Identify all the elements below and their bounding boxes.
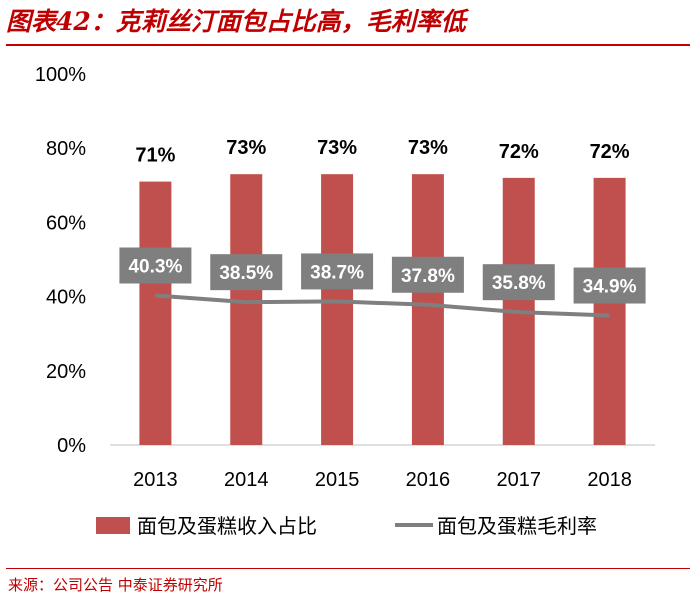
line-label-box: [573, 267, 646, 304]
y-tick-label: 40%: [46, 287, 86, 309]
line-label-box: [301, 253, 374, 290]
y-tick-label: 60%: [46, 212, 86, 234]
legend-bar-swatch: [96, 517, 130, 534]
line-value-label: 34.9%: [583, 277, 637, 298]
line-value-label: 37.8%: [401, 266, 455, 287]
legend: 面包及蛋糕收入占比 面包及蛋糕毛利率: [96, 514, 597, 538]
line-value-label: 35.8%: [492, 273, 546, 294]
bar-value-label: 72%: [499, 141, 539, 163]
line-labels: 40.3% 38.5% 38.7% 37.8% 35.8% 34.9%: [119, 247, 646, 304]
line-value-label: 40.3%: [128, 256, 182, 277]
x-tick-label: 2017: [497, 469, 542, 491]
bar-value-label: 73%: [408, 137, 448, 159]
y-tick-label: 100%: [35, 64, 86, 86]
bar-value-label: 73%: [226, 137, 266, 159]
margin-line: [155, 293, 610, 318]
bar-2015: [321, 174, 354, 446]
line-series: [155, 293, 610, 318]
chart-title: 图表42：克莉丝汀面包占比高，毛利率低: [6, 7, 466, 36]
bar-2014: [230, 174, 263, 446]
bar-2018: [593, 177, 626, 445]
x-tick-label: 2015: [315, 469, 360, 491]
line-value-label: 38.5%: [219, 263, 273, 284]
x-tick-label: 2013: [133, 469, 178, 491]
line-label-box: [210, 254, 283, 291]
line-label-box: [391, 256, 464, 293]
x-tick-label: 2014: [224, 469, 269, 491]
footer-rule: [6, 568, 690, 569]
x-tick-label: 2018: [587, 469, 632, 491]
legend-line-label: 面包及蛋糕毛利率: [437, 514, 597, 538]
bar-value-label: 73%: [317, 137, 357, 159]
bar-value-label: 71%: [135, 145, 175, 167]
y-tick-label: 80%: [46, 138, 86, 160]
y-tick-label: 20%: [46, 361, 86, 383]
legend-bar-label: 面包及蛋糕收入占比: [137, 514, 317, 538]
title-rule: [6, 44, 690, 46]
line-label-box: [119, 247, 192, 284]
x-axis: 2013 2014 2015 2016 2017 2018: [133, 469, 632, 491]
bar-series: [139, 174, 626, 446]
y-tick-label: 0%: [57, 435, 86, 457]
line-label-box: [482, 264, 555, 301]
source-note: 来源：公司公告 中泰证券研究所: [8, 576, 223, 594]
line-value-label: 38.7%: [310, 262, 364, 283]
bar-labels: 71% 73% 73% 73% 72% 72%: [135, 137, 629, 166]
x-tick-label: 2016: [406, 469, 451, 491]
y-axis: 0% 20% 40% 60% 80% 100%: [35, 64, 86, 457]
bar-2013: [139, 181, 172, 445]
bar-2016: [411, 174, 444, 446]
bar-value-label: 72%: [590, 141, 630, 163]
